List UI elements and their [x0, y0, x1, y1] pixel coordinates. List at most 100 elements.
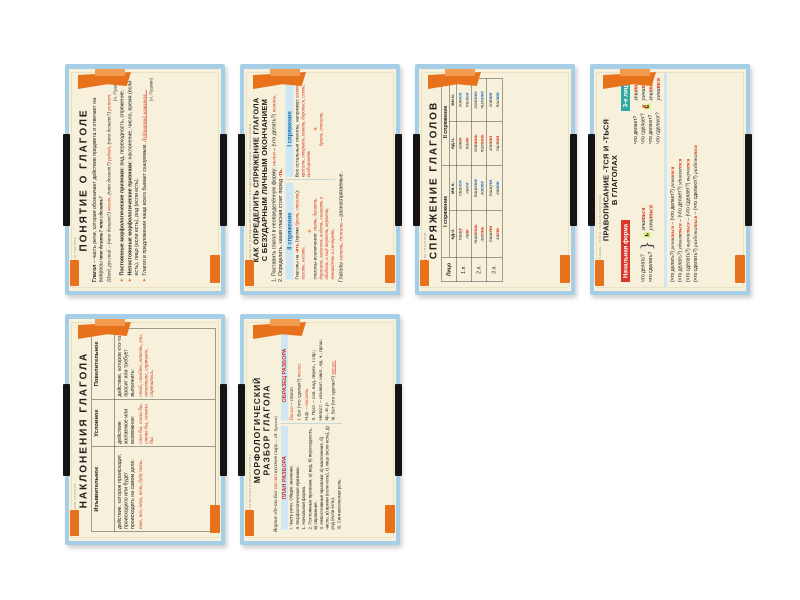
verb-ending: ишь: [479, 133, 486, 145]
subheader: мн.ч.: [449, 164, 457, 211]
chart-card-kak-opredelit-spryazhenie[interactable]: 2. КАК ОПРЕДЕЛИТЬ СПРЯЖЕНИЕ ГЛАГОЛА С БЕ…: [238, 64, 402, 295]
chart-card-nakloneniya[interactable]: 5. НАКЛОНЕНИЯ ГЛАГОЛА НАКЛОНЕНИЯ ГЛАГОЛА…: [63, 314, 227, 545]
third-person-block: что делает? что сделает? что делают? что…: [632, 78, 662, 144]
publisher-tab: [385, 505, 395, 533]
text: I. Бог (что сделал?): [296, 376, 302, 420]
verb-ending: им: [457, 92, 463, 99]
poster-pravopisanie: 4. ПРАВОПИСАНИЕ -ТСЯ И -ТЬСЯ В ГЛАГОЛАХ …: [594, 68, 746, 291]
verb-stem: гон: [472, 100, 479, 108]
verb-stem: ла: [494, 234, 501, 240]
poster-content: 5. НАКЛОНЕНИЯ ГЛАГОЛА НАКЛОНЕНИЯ ГЛАГОЛА…: [71, 322, 219, 537]
verb-stem: пиш: [472, 187, 479, 197]
hanging-rail-right: [220, 383, 227, 476]
column-ii-header: II спряжение: [285, 182, 294, 279]
step-1: 1. Поставить глагол в неопределённую фор…: [271, 78, 278, 281]
verb-ending: ишь: [472, 133, 479, 145]
verb-ending: ю: [463, 228, 470, 233]
verb-stem: ла: [479, 235, 486, 241]
poster-title: КАК ОПРЕДЕЛИТЬ СПРЯЖЕНИЕ ГЛАГОЛА С БЕЗУДА…: [252, 78, 270, 282]
form-headers: Начальная форма 3-е лицо: [620, 77, 630, 282]
verb: удивляться: [678, 223, 684, 249]
verb-ending: ться: [639, 207, 647, 221]
verb-ending: ит: [487, 135, 494, 143]
razbor-columns: ПЛАН РАЗБОРА I. Часть речи. Общее значен…: [280, 327, 342, 532]
bullet-rest: Глагол в предложении чаще всего бывает с…: [141, 142, 148, 276]
text: Непост. – изъявит. накл., ед. ч., прош. …: [317, 338, 329, 420]
step-text: 2. Определить, какая гласная стоит перед: [277, 176, 284, 282]
verb-ending: ете: [479, 180, 486, 190]
sample-line: I. Бог (что сделал?) послал.: [296, 330, 303, 420]
verb-ending: ет: [487, 225, 494, 233]
poster-ponyatie: 1. ПОНЯТИЕ О ГЛАГОЛЕ ПОНЯТИЕ О ГЛАГОЛЕ Г…: [69, 68, 221, 291]
epigraph: Вороне где-то Бог послал кусочек сыру… (…: [273, 328, 279, 532]
verbs: брить, стелить: [294, 192, 301, 226]
sample-line: Послал – глагол.: [289, 330, 296, 420]
section-divider: [663, 72, 667, 287]
series-label: 5. НАКЛОНЕНИЯ ГЛАГОЛА: [74, 482, 77, 532]
bullet-text: Непостоянные морфологические признаки: н…: [127, 78, 140, 275]
publisher-ribbon-fold: [620, 69, 650, 76]
verb-cell: пишут лают: [486, 164, 502, 211]
verb-ending: ите: [472, 90, 479, 101]
verbs: хотеть, бежать: [338, 221, 345, 261]
verb-stem: гон: [457, 98, 463, 107]
chart-card-tsya-tsya[interactable]: 4. ПРАВОПИСАНИЕ -ТСЯ И -ТЬСЯ В ГЛАГОЛАХ …: [588, 64, 752, 295]
title-line2: С БЕЗУДАРНЫМ ЛИЧНЫМ ОКОНЧАНИЕМ: [260, 98, 269, 261]
poster-nakloneniya: 5. НАКЛОНЕНИЯ ГЛАГОЛА НАКЛОНЕНИЯ ГЛАГОЛА…: [69, 318, 221, 541]
column-ii: II спряжение Глаголы на -ить (кроме брит…: [285, 180, 336, 282]
sample-verb: послал.: [331, 359, 337, 375]
example-verb: колет,: [106, 195, 112, 211]
mood-header: Изъявительное: [91, 446, 115, 532]
example-line: (что делать?) удивляться–(что делает?) у…: [677, 78, 685, 281]
verb-cell: пишет лает: [486, 210, 502, 257]
verbs: пилить, клеить.: [300, 245, 306, 279]
table-row: 3 л. пишет лает пишут лают гонит пилит гоня…: [486, 77, 502, 282]
text: II. Пост. – сов. вид, перех., I спр.;: [311, 349, 317, 420]
dash: –: [693, 211, 699, 214]
term: Глагол: [91, 264, 98, 282]
hanging-rail-right: [395, 383, 402, 476]
verb: пилю: [464, 122, 471, 164]
verb-ending: тся: [677, 158, 684, 168]
verb-stem: ла: [479, 189, 486, 195]
verb-stem: пиш: [457, 229, 463, 240]
mood-cell: действие, которое происходит, происходил…: [114, 446, 216, 532]
example-line: (что сделать?) разбежаться–(что сделают?…: [692, 78, 700, 282]
verb: пилите: [479, 79, 486, 120]
verb-stem: выучи: [685, 167, 691, 181]
plan-item: 2. Постоянные признаки: а) вид, б) перех…: [307, 427, 318, 529]
verb: пишете: [472, 166, 479, 209]
verb-stem: разбежа: [693, 153, 699, 174]
column-ii-text: Глаголы на -ить (кроме брить, стелить): …: [295, 182, 307, 279]
verb-stem: умча: [646, 217, 654, 230]
hanging-rail-left: [63, 133, 70, 226]
verb-stem: мча: [646, 90, 654, 101]
example-part: (что делает?): [106, 160, 112, 196]
chart-card-spryazhenie-glagolov[interactable]: 3. СПРЯЖЕНИЕ ГЛАГОЛОВ СПРЯЖЕНИЕ ГЛАГОЛОВ…: [413, 64, 577, 295]
mood-cell: действие, которое кто-то просит или треб…: [114, 327, 216, 399]
hanging-rail-right: [220, 133, 227, 226]
verb-cell: пишем лаем: [456, 164, 472, 211]
bullet-item: ► Глагол в предложении чаще всего бывает…: [141, 78, 148, 281]
series-label: 1. ПОНЯТИЕ О ГЛАГОЛЕ: [74, 236, 77, 282]
verb-stem: гон: [487, 142, 494, 151]
publisher-ribbon: [253, 322, 306, 339]
group-ii-header: II спряжение: [441, 77, 450, 165]
publisher-tab: [245, 260, 254, 286]
verb-stem: пил: [463, 98, 470, 107]
verb: пилит: [494, 122, 501, 164]
dash: –: [677, 218, 684, 222]
verb-stem: гон: [472, 144, 479, 152]
verb-stem: умча: [654, 87, 662, 101]
publisher-tab: [420, 260, 429, 286]
chart-card-morfologicheskiy-razbor[interactable]: 6. МОРФОЛОГИЧЕСКИЙ РАЗБОР ГЛАГОЛА МОРФОЛ…: [238, 314, 402, 545]
verb-ending: ю: [457, 137, 463, 142]
publisher-tab: [210, 255, 220, 283]
hanging-rail-left: [238, 133, 245, 226]
publisher-ribbon: [603, 72, 656, 89]
chart-card-ponyatie-o-glagole[interactable]: 1. ПОНЯТИЕ О ГЛАГОЛЕ ПОНЯТИЕ О ГЛАГОЛЕ Г…: [63, 64, 227, 295]
question-column: что делать? что сделать?: [639, 251, 654, 281]
question: (что делает?): [669, 188, 676, 220]
dash: –: [685, 217, 691, 221]
dash: –: [669, 221, 676, 225]
